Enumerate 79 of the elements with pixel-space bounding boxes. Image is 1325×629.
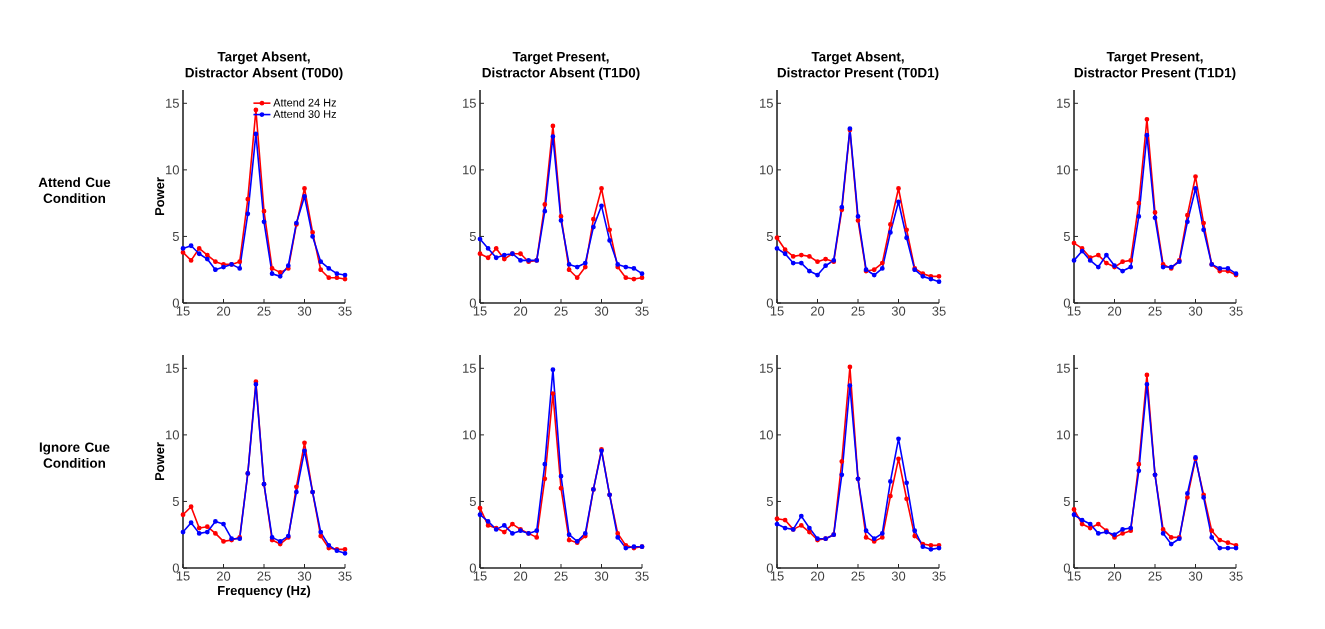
y-tick-label: 15 bbox=[463, 98, 476, 108]
text: Ignore Cue Condition bbox=[39, 442, 110, 468]
y-tick-label: 10 bbox=[166, 430, 179, 440]
chart-title: Target Absent, bbox=[217, 51, 310, 65]
x-tick-label: 25 bbox=[554, 306, 568, 316]
x-tick-label: 30 bbox=[297, 306, 312, 316]
chart-subtitle: Distractor Absent (T1D0) bbox=[482, 67, 640, 81]
x-tick-label: 25 bbox=[851, 571, 865, 581]
y-tick-label: 5 bbox=[469, 231, 476, 241]
y-tick-label: 5 bbox=[766, 231, 773, 241]
x-tick-label: 35 bbox=[1229, 571, 1243, 581]
legend-label: Attend 30 Hz bbox=[273, 109, 337, 118]
y-tick-label: 10 bbox=[463, 430, 476, 440]
chart-title: Target Present, bbox=[1106, 52, 1203, 65]
x-tick-label: 35 bbox=[635, 306, 649, 316]
y-tick-label: 10 bbox=[760, 165, 773, 175]
x-tick-label: 30 bbox=[1188, 306, 1203, 316]
chart-title: Target Present, bbox=[512, 52, 609, 65]
y-tick-label: 10 bbox=[760, 430, 773, 440]
y-tick-label: 0 bbox=[1063, 563, 1070, 573]
y-tick-label: 15 bbox=[1057, 98, 1070, 108]
y-tick-label: 15 bbox=[760, 363, 773, 373]
y-tick-label: 10 bbox=[166, 165, 179, 175]
x-tick-label: 20 bbox=[1107, 571, 1122, 581]
x-tick-label: 25 bbox=[257, 571, 271, 581]
x-tick-label: 30 bbox=[891, 306, 906, 316]
y-tick-label: 0 bbox=[766, 298, 773, 308]
y-axis-title: Power bbox=[155, 177, 165, 216]
y-tick-label: 0 bbox=[172, 563, 179, 573]
y-tick-label: 0 bbox=[172, 298, 179, 308]
chart-subtitle: Distractor Present (T1D1) bbox=[1074, 67, 1236, 81]
x-tick-label: 30 bbox=[1188, 571, 1203, 581]
x-tick-label: 30 bbox=[594, 306, 609, 316]
x-tick-label: 35 bbox=[932, 571, 946, 581]
y-tick-label: 15 bbox=[463, 363, 476, 373]
y-tick-label: 5 bbox=[172, 496, 179, 506]
x-tick-label: 30 bbox=[297, 571, 312, 581]
y-axis-title: Power bbox=[155, 442, 165, 481]
x-tick-label: 35 bbox=[1229, 306, 1243, 316]
x-tick-label: 25 bbox=[851, 306, 865, 316]
chart-subtitle: Distractor Absent (T0D0) bbox=[185, 67, 343, 81]
x-tick-label: 25 bbox=[1148, 571, 1162, 581]
x-tick-label: 30 bbox=[891, 571, 906, 581]
y-tick-label: 15 bbox=[760, 98, 773, 108]
x-tick-label: 20 bbox=[216, 306, 231, 316]
x-tick-label: 25 bbox=[554, 571, 568, 581]
y-tick-label: 5 bbox=[1063, 496, 1070, 506]
y-tick-label: 0 bbox=[766, 563, 773, 573]
y-tick-label: 15 bbox=[1057, 363, 1070, 373]
x-tick-label: 25 bbox=[1148, 306, 1162, 316]
y-tick-label: 15 bbox=[166, 363, 179, 373]
y-tick-label: 10 bbox=[463, 165, 476, 175]
text: Attend Cue Condition bbox=[38, 177, 111, 204]
x-tick-label: 20 bbox=[513, 306, 528, 316]
y-tick-label: 5 bbox=[469, 496, 476, 506]
y-tick-label: 5 bbox=[172, 231, 179, 241]
y-tick-label: 10 bbox=[1057, 165, 1070, 175]
x-tick-label: 20 bbox=[810, 571, 825, 581]
chart-subtitle: Distractor Present (T0D1) bbox=[777, 67, 939, 81]
x-tick-label: 30 bbox=[594, 571, 609, 581]
x-tick-label: 20 bbox=[216, 571, 231, 581]
y-tick-label: 0 bbox=[1063, 298, 1070, 308]
y-tick-label: 0 bbox=[469, 298, 476, 308]
x-tick-label: 35 bbox=[338, 306, 352, 316]
x-tick-label: 35 bbox=[932, 306, 946, 316]
x-tick-label: 35 bbox=[635, 571, 649, 581]
y-tick-label: 0 bbox=[469, 563, 476, 573]
y-tick-label: 15 bbox=[166, 98, 179, 108]
x-tick-label: 20 bbox=[513, 571, 528, 581]
y-tick-label: 5 bbox=[1063, 231, 1070, 241]
legend-label: Attend 24 Hz bbox=[273, 98, 337, 107]
chart-title: Target Absent, bbox=[811, 51, 904, 65]
x-tick-label: 20 bbox=[810, 306, 825, 316]
x-tick-label: 25 bbox=[257, 306, 271, 316]
y-tick-label: 10 bbox=[1057, 430, 1070, 440]
x-tick-label: 20 bbox=[1107, 306, 1122, 316]
x-axis-title: Frequency (Hz) bbox=[218, 585, 311, 598]
x-tick-label: 35 bbox=[338, 571, 352, 581]
y-tick-label: 5 bbox=[766, 496, 773, 506]
